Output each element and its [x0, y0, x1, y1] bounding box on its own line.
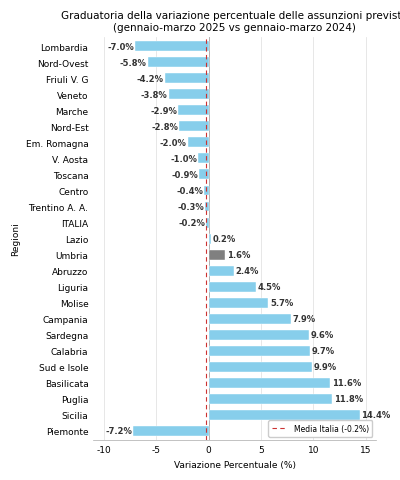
Text: -1.0%: -1.0%	[170, 155, 197, 164]
Bar	[169, 90, 208, 100]
Bar	[135, 42, 208, 52]
Text: -2.9%: -2.9%	[150, 107, 177, 116]
Text: 14.4%: 14.4%	[361, 410, 390, 420]
Bar	[148, 58, 208, 68]
Bar	[208, 394, 332, 404]
Bar	[133, 426, 208, 436]
Bar	[199, 170, 208, 180]
Bar	[208, 298, 268, 308]
Text: -7.0%: -7.0%	[108, 43, 134, 52]
Bar	[164, 74, 208, 84]
Bar	[208, 234, 211, 244]
Bar	[208, 250, 225, 260]
Text: -0.4%: -0.4%	[176, 187, 203, 195]
Y-axis label: Regioni: Regioni	[11, 222, 20, 256]
Text: 9.7%: 9.7%	[312, 347, 335, 356]
Bar	[208, 314, 291, 324]
Bar	[178, 106, 208, 116]
Text: 2.4%: 2.4%	[235, 266, 259, 276]
Text: -0.2%: -0.2%	[178, 218, 206, 228]
Text: 4.5%: 4.5%	[257, 283, 281, 291]
Bar	[206, 202, 208, 212]
Text: 11.8%: 11.8%	[334, 395, 363, 404]
Bar	[198, 154, 208, 164]
Bar	[208, 378, 330, 388]
Text: 5.7%: 5.7%	[270, 299, 293, 308]
Legend: Media Italia (-0.2%): Media Italia (-0.2%)	[268, 420, 372, 437]
Bar	[208, 410, 360, 420]
Text: 9.6%: 9.6%	[311, 331, 334, 339]
Text: -2.8%: -2.8%	[151, 122, 178, 132]
Text: 9.9%: 9.9%	[314, 362, 337, 372]
X-axis label: Variazione Percentuale (%): Variazione Percentuale (%)	[174, 460, 296, 469]
Bar	[208, 346, 310, 356]
Text: -7.2%: -7.2%	[105, 426, 132, 435]
Title: Graduatoria della variazione percentuale delle assunzioni previste
(gennaio-marz: Graduatoria della variazione percentuale…	[61, 11, 400, 33]
Text: 1.6%: 1.6%	[227, 251, 250, 260]
Bar	[204, 186, 208, 196]
Bar	[206, 218, 208, 228]
Text: -5.8%: -5.8%	[120, 59, 147, 68]
Bar	[208, 266, 234, 276]
Bar	[208, 362, 312, 372]
Text: 7.9%: 7.9%	[293, 314, 316, 324]
Text: -2.0%: -2.0%	[160, 139, 186, 148]
Bar	[179, 122, 208, 132]
Text: 0.2%: 0.2%	[212, 235, 236, 243]
Bar	[188, 138, 208, 148]
Text: -3.8%: -3.8%	[141, 91, 168, 100]
Bar	[208, 282, 256, 292]
Bar	[208, 330, 309, 340]
Text: 11.6%: 11.6%	[332, 379, 361, 387]
Text: -0.9%: -0.9%	[171, 170, 198, 180]
Text: -4.2%: -4.2%	[136, 75, 164, 84]
Text: -0.3%: -0.3%	[178, 203, 204, 212]
